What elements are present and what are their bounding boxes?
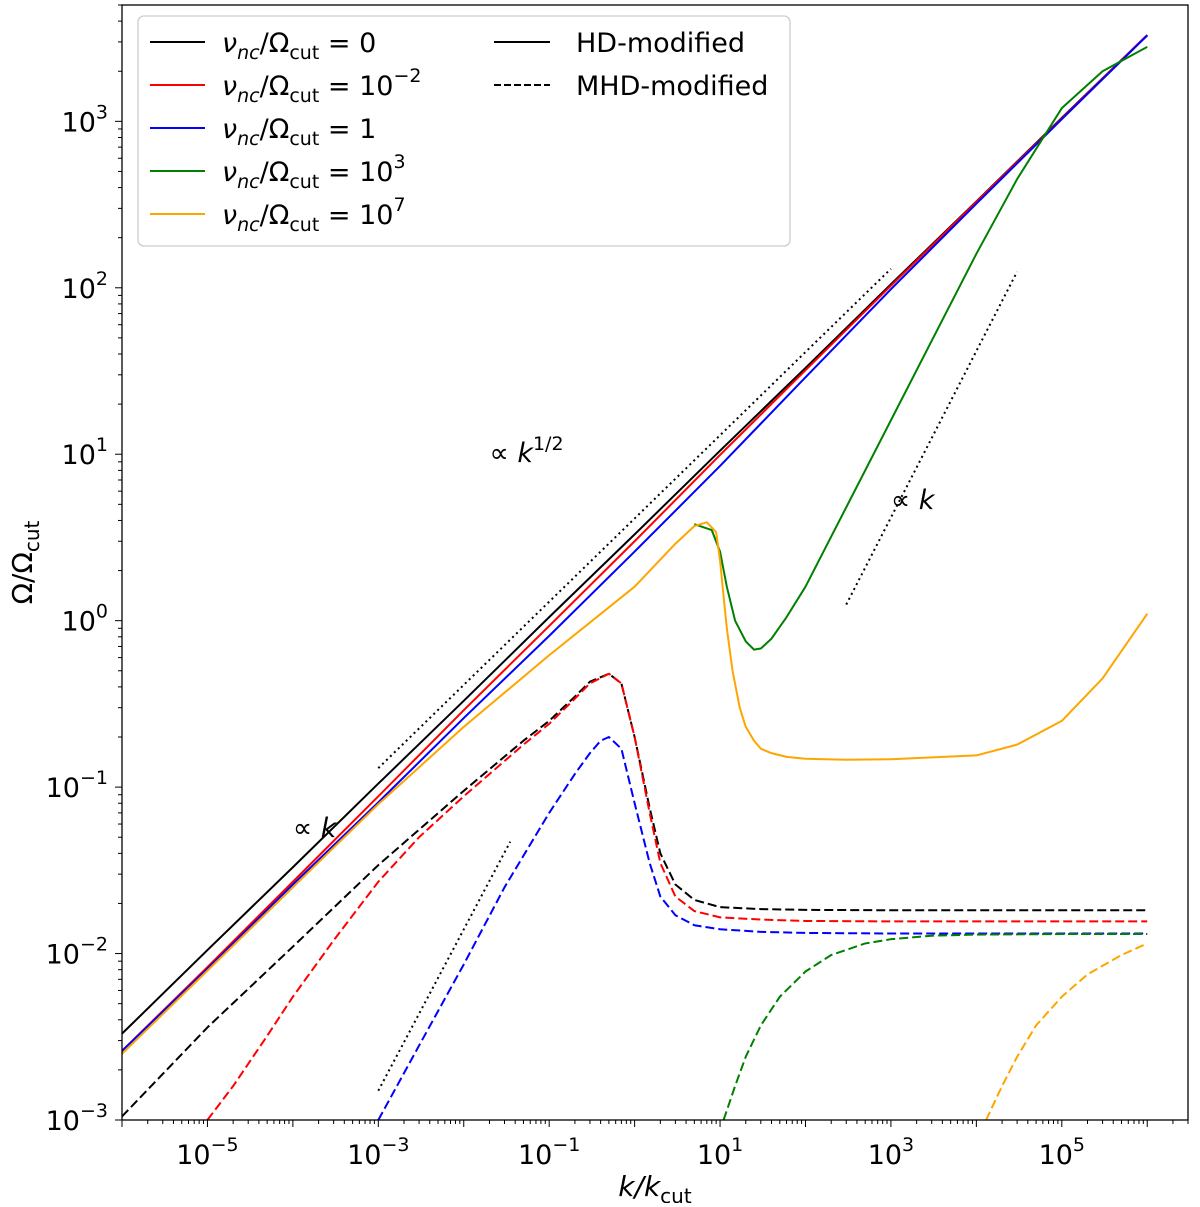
x-tick-label: 105 bbox=[1039, 1134, 1085, 1171]
legend-label: νnc/Ωcut = 10−2 bbox=[222, 65, 421, 107]
series-group bbox=[122, 34, 1149, 1120]
series-line-mhd-9 bbox=[985, 942, 1148, 1120]
y-tick-label: 10−3 bbox=[46, 1100, 108, 1137]
y-tick-label: 101 bbox=[62, 434, 108, 471]
legend-label: νnc/Ωcut = 0 bbox=[222, 28, 376, 64]
series-line-hd-4 bbox=[122, 521, 1149, 1055]
y-tick-label: 102 bbox=[62, 268, 108, 305]
y-axis-label: Ω/Ωcut bbox=[6, 520, 44, 604]
legend-label: νnc/Ωcut = 107 bbox=[222, 194, 406, 236]
axis-labels-group: k/kcut Ω/Ωcut bbox=[6, 520, 692, 1207]
ticks-group: 10−5 10−3 10−1 101 103 105 10−3 10−2 10−1 100 101 1… bbox=[46, 4, 1189, 1171]
x-tick-label: 10−5 bbox=[176, 1134, 238, 1171]
x-axis-label: k/kcut bbox=[618, 1170, 692, 1203]
legend-label: νnc/Ωcut = 103 bbox=[222, 151, 406, 193]
series-line-mhd-8 bbox=[722, 933, 1148, 1120]
legend-box bbox=[137, 15, 791, 247]
x-tick-label: 10−3 bbox=[347, 1134, 409, 1171]
series-line-hd-2 bbox=[122, 34, 1148, 1052]
guide-lines-group bbox=[377, 268, 1019, 1092]
series-line-mhd-6 bbox=[206, 672, 1148, 1120]
plot-frame-group bbox=[121, 4, 1189, 1121]
k-low-guide bbox=[377, 841, 512, 1092]
k-high-guide bbox=[845, 271, 1019, 605]
x-tick-label: 101 bbox=[697, 1134, 743, 1171]
legend-label: MHD-modified bbox=[576, 71, 768, 102]
y-tick-label: 10−1 bbox=[46, 767, 108, 804]
plot-frame bbox=[121, 4, 1189, 1121]
series-line-hd-1 bbox=[122, 34, 1148, 1052]
legend-label: HD-modified bbox=[576, 28, 745, 59]
annotations-group: ∝ k1/2 ∝ k ∝ k bbox=[293, 433, 936, 844]
series-line-hd-3 bbox=[694, 46, 1148, 651]
annotation-k-high: ∝ k bbox=[891, 485, 936, 516]
x-tick-label: 103 bbox=[868, 1134, 914, 1171]
series-line-mhd-7 bbox=[377, 736, 1148, 1120]
y-tick-label: 100 bbox=[62, 601, 108, 638]
k-half-guide bbox=[377, 268, 892, 769]
x-tick-label: 10−1 bbox=[518, 1134, 580, 1171]
annotation-k-half: ∝ k1/2 bbox=[489, 433, 563, 469]
legend-label: νnc/Ωcut = 1 bbox=[222, 114, 376, 150]
y-tick-label: 103 bbox=[62, 101, 108, 138]
y-tick-label: 10−2 bbox=[46, 934, 108, 971]
annotation-k-low: ∝ k bbox=[293, 813, 338, 844]
